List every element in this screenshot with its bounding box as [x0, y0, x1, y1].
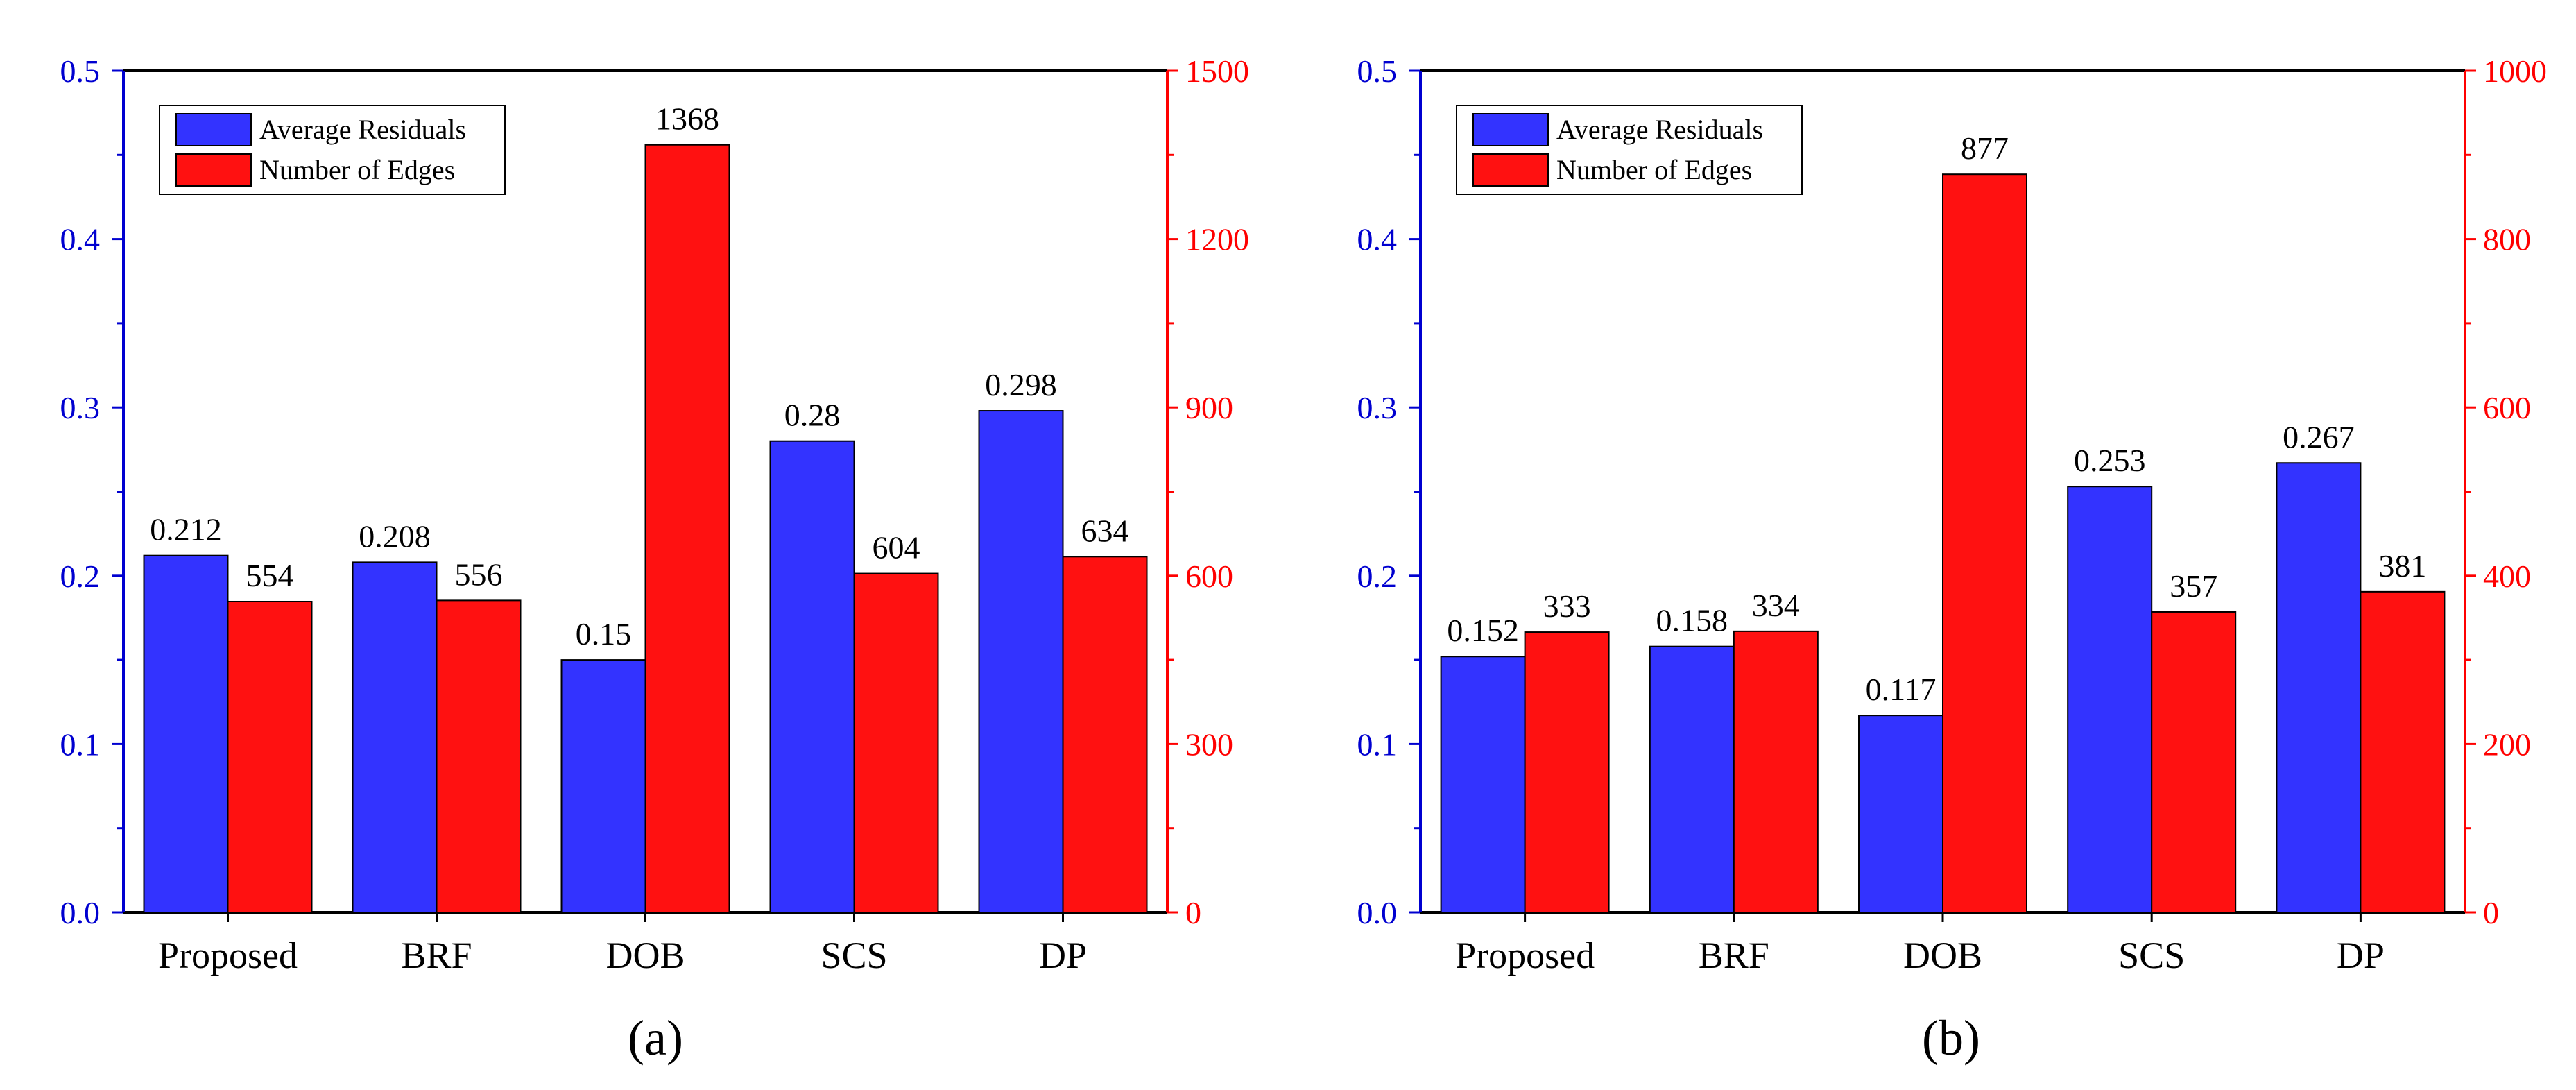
data-label-average-residuals-dp: 0.267: [2283, 419, 2355, 454]
right-y-tick-label: 1200: [1185, 222, 1249, 257]
x-tick-label-dob: DOB: [1903, 935, 1982, 976]
data-label-average-residuals-proposed: 0.212: [150, 512, 222, 547]
bar-average-residuals-scs: [769, 440, 855, 913]
legend-swatch-number-of-edges: [1472, 153, 1549, 187]
panel-label-b: (b): [1922, 1010, 1980, 1066]
right-y-tick-label: 600: [1185, 559, 1233, 594]
data-label-number-of-edges-proposed: 333: [1543, 588, 1591, 624]
bar-average-residuals-dp: [2276, 462, 2362, 913]
right-y-tick-label: 0: [2483, 895, 2499, 930]
left-y-tick-label: 0.3: [60, 390, 101, 425]
data-label-number-of-edges-brf: 334: [1752, 588, 1800, 623]
x-tick-label-dp: DP: [1039, 935, 1087, 976]
right-y-tick-label: 800: [2483, 222, 2531, 257]
legend-label-average-residuals: Average Residuals: [259, 114, 466, 145]
bar-number-of-edges-dob: [1942, 173, 2027, 914]
x-tick-label-brf: BRF: [1699, 935, 1769, 976]
bar-average-residuals-brf: [1649, 645, 1735, 914]
legend: Average Residuals Number of Edges: [159, 105, 506, 195]
bar-average-residuals-brf: [352, 561, 438, 914]
data-label-number-of-edges-scs: 604: [873, 530, 920, 565]
data-label-average-residuals-scs: 0.28: [784, 398, 841, 433]
data-label-number-of-edges-scs: 357: [2170, 568, 2217, 604]
left-y-tick-label: 0.1: [60, 726, 101, 762]
left-y-tick-label: 0.4: [60, 222, 101, 257]
x-tick-label-scs: SCS: [821, 935, 887, 976]
bar-number-of-edges-scs: [2151, 611, 2237, 913]
left-y-tick-label: 0.4: [1357, 222, 1398, 257]
right-y-tick-label: 0: [1185, 895, 1201, 930]
data-label-average-residuals-dp: 0.298: [985, 367, 1057, 402]
legend-label-number-of-edges: Number of Edges: [259, 154, 455, 185]
right-y-tick-label: 1000: [2483, 53, 2547, 89]
legend-swatch-average-residuals: [175, 113, 252, 146]
x-tick-label-proposed: Proposed: [158, 935, 298, 976]
bar-number-of-edges-proposed: [227, 600, 313, 913]
bar-number-of-edges-dp: [2360, 590, 2446, 913]
data-label-average-residuals-dob: 0.117: [1866, 672, 1937, 707]
bar-average-residuals-dp: [978, 410, 1064, 913]
x-tick-label-dp: DP: [2337, 935, 2385, 976]
bar-average-residuals-proposed: [1440, 656, 1526, 913]
x-tick-label-dob: DOB: [606, 935, 685, 976]
x-tick-label-brf: BRF: [401, 935, 472, 976]
right-y-tick-label: 400: [2483, 559, 2531, 594]
bar-number-of-edges-dp: [1062, 556, 1148, 913]
data-label-number-of-edges-dp: 381: [2378, 548, 2426, 584]
bar-average-residuals-dob: [560, 659, 646, 913]
data-label-average-residuals-dob: 0.15: [576, 616, 632, 652]
bar-average-residuals-dob: [1858, 715, 1943, 913]
bar-number-of-edges-proposed: [1524, 631, 1610, 913]
data-label-average-residuals-brf: 0.158: [1656, 603, 1728, 638]
left-y-tick-label: 0.0: [60, 895, 101, 930]
bar-number-of-edges-dob: [644, 144, 730, 913]
bar-number-of-edges-brf: [436, 599, 522, 913]
legend-swatch-number-of-edges: [175, 153, 252, 187]
x-tick-label-proposed: Proposed: [1455, 935, 1595, 976]
right-y-tick-label: 600: [2483, 390, 2531, 425]
data-label-average-residuals-brf: 0.208: [359, 518, 431, 554]
bar-number-of-edges-brf: [1733, 630, 1819, 913]
data-label-number-of-edges-proposed: 554: [246, 558, 294, 593]
bar-average-residuals-proposed: [143, 554, 229, 913]
left-y-tick-label: 0.3: [1357, 390, 1398, 425]
data-label-number-of-edges-brf: 556: [455, 556, 503, 592]
left-y-tick-label: 0.2: [60, 559, 101, 594]
right-y-tick-label: 900: [1185, 390, 1233, 425]
data-label-number-of-edges-dob: 1368: [655, 101, 719, 137]
left-y-tick-label: 0.5: [1357, 53, 1398, 89]
chart-panel-a: 0.212 554 Proposed 0.208 556 BRF 0.15 1368 DOB 0.…: [60, 53, 1250, 1066]
x-tick-label-scs: SCS: [2118, 935, 2185, 976]
chart-panel-b: 0.152 333 Proposed 0.158 334 BRF 0.117 877 DOB 0.…: [1357, 53, 2548, 1066]
left-y-tick-label: 0.1: [1357, 726, 1398, 762]
right-y-tick-label: 1500: [1185, 53, 1249, 89]
legend-label-number-of-edges: Number of Edges: [1556, 154, 1752, 185]
panel-label-a: (a): [628, 1010, 683, 1066]
data-label-average-residuals-proposed: 0.152: [1447, 613, 1519, 648]
right-y-tick-label: 300: [1185, 726, 1233, 762]
legend-swatch-average-residuals: [1472, 113, 1549, 146]
data-label-number-of-edges-dp: 634: [1081, 513, 1129, 548]
legend: Average Residuals Number of Edges: [1456, 105, 1803, 195]
left-y-tick-label: 0.2: [1357, 559, 1398, 594]
left-y-tick-label: 0.0: [1357, 895, 1398, 930]
data-label-number-of-edges-dob: 877: [1961, 130, 2009, 166]
bar-number-of-edges-scs: [853, 572, 939, 913]
left-y-tick-label: 0.5: [60, 53, 101, 89]
legend-label-average-residuals: Average Residuals: [1556, 114, 1763, 145]
bar-average-residuals-scs: [2067, 486, 2153, 913]
right-y-tick-label: 200: [2483, 726, 2531, 762]
data-label-average-residuals-scs: 0.253: [2074, 443, 2146, 478]
